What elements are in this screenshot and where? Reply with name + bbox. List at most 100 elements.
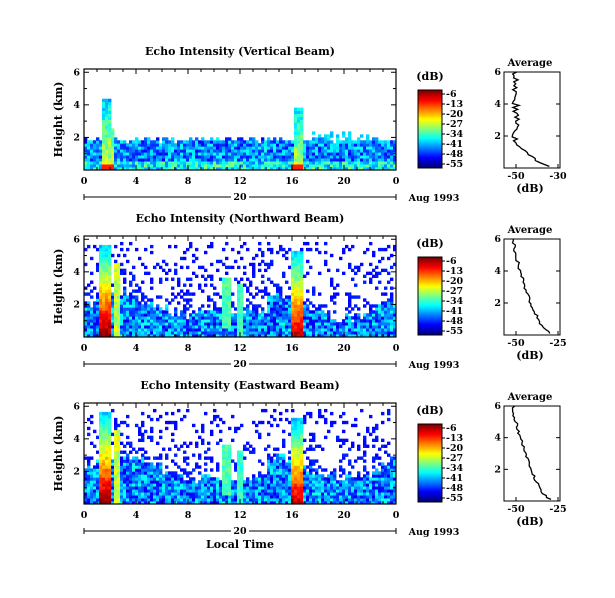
heatmap-cell	[258, 498, 262, 502]
heatmap-cell	[102, 450, 106, 454]
heatmap-cell	[360, 480, 364, 484]
heatmap-cell	[330, 253, 334, 258]
heatmap-cell	[144, 322, 148, 326]
heatmap-cell	[333, 501, 337, 505]
heatmap-cell	[87, 486, 91, 490]
heatmap-cell	[312, 435, 316, 440]
heatmap-cell	[129, 161, 133, 165]
heatmap-cell	[270, 164, 274, 168]
heatmap-cell	[243, 307, 247, 311]
heatmap-cell	[327, 316, 331, 320]
heatmap-cell	[138, 322, 142, 326]
heatmap-cell	[129, 450, 133, 454]
heatmap-cell	[225, 146, 229, 150]
heatmap-cell	[135, 149, 139, 153]
heatmap-cell	[354, 501, 358, 505]
heatmap-cell	[120, 247, 124, 252]
heatmap-cell	[258, 420, 262, 425]
heatmap-cell	[114, 304, 118, 308]
heatmap-cell	[390, 462, 394, 466]
heatmap-cell	[90, 310, 94, 314]
heatmap-cell	[294, 459, 298, 463]
heatmap-cell	[138, 474, 142, 478]
heatmap-cell	[153, 328, 157, 332]
heatmap-cell	[108, 331, 112, 335]
heatmap-cell	[324, 477, 328, 481]
heatmap-cell	[288, 143, 292, 147]
heatmap-cell	[171, 322, 175, 326]
heatmap-cell	[123, 498, 127, 502]
heatmap-cell	[237, 331, 241, 335]
heatmap-cell	[180, 325, 184, 329]
heatmap-cell	[393, 247, 397, 252]
heatmap-cell	[387, 155, 391, 159]
heatmap-cell	[102, 295, 106, 299]
heatmap-cell	[357, 307, 361, 311]
heatmap-cell	[246, 447, 250, 451]
heatmap-cell	[105, 137, 109, 141]
heatmap-cell	[372, 146, 376, 150]
heatmap-cell	[102, 501, 106, 505]
heatmap-cell	[201, 310, 205, 314]
heatmap-cell	[144, 471, 148, 475]
heatmap-cell	[279, 477, 283, 481]
heatmap-cell	[246, 277, 250, 281]
heatmap-cell	[228, 462, 232, 466]
heatmap-cell	[318, 411, 322, 416]
heatmap-cell	[375, 331, 379, 335]
heatmap-cell	[330, 167, 334, 171]
heatmap-cell	[102, 164, 106, 168]
heatmap-cell	[183, 319, 187, 323]
heatmap-cell	[375, 307, 379, 311]
heatmap-cell	[348, 149, 352, 153]
heatmap-cell	[243, 483, 247, 487]
heatmap-cell	[96, 262, 100, 267]
heatmap-cell	[243, 322, 247, 326]
heatmap-cell	[135, 468, 139, 472]
heatmap-cells	[84, 241, 397, 338]
heatmap-cell	[150, 143, 154, 147]
colorbar-tick-label: -41	[446, 306, 463, 317]
heatmap-cell	[276, 301, 280, 305]
heatmap-cell	[159, 474, 163, 478]
heatmap-cell	[273, 483, 277, 487]
heatmap-cell	[198, 152, 202, 156]
heatmap-cell	[324, 486, 328, 490]
heatmap-cell	[99, 480, 103, 484]
heatmap-cell	[159, 334, 163, 338]
heatmap-cell	[348, 137, 352, 141]
heatmap-cell	[234, 331, 238, 335]
heatmap-cell	[267, 155, 271, 159]
heatmap-cell	[387, 167, 391, 171]
heatmap-cell	[114, 289, 118, 293]
heatmap-cell	[117, 283, 121, 287]
heatmap-cell	[252, 313, 256, 317]
heatmap-cell	[237, 152, 241, 156]
heatmap-cell	[162, 474, 166, 478]
heatmap-cell	[198, 149, 202, 153]
heatmap-cell	[390, 146, 394, 150]
heatmap-cell	[324, 304, 328, 308]
heatmap-cell	[174, 501, 178, 505]
heatmap-cell	[138, 155, 142, 159]
heatmap-cell	[303, 492, 307, 496]
heatmap-cell	[285, 319, 289, 323]
heatmap-cell	[312, 477, 316, 481]
heatmap-cell	[291, 423, 295, 428]
heatmap-cell	[294, 149, 298, 153]
heatmap-cell	[117, 298, 121, 302]
heatmap-cell	[261, 483, 265, 487]
heatmap-cell	[102, 289, 106, 293]
heatmap-cell	[231, 322, 235, 326]
heatmap-cell	[330, 277, 334, 281]
heatmap-cell	[246, 247, 250, 252]
heatmap-cell	[84, 334, 88, 338]
heatmap-cell	[150, 435, 154, 440]
heatmap-cell	[108, 456, 112, 460]
heatmap-cell	[279, 465, 283, 469]
heatmap-cell	[162, 158, 166, 162]
heatmap-cell	[243, 331, 247, 335]
heatmap-cell	[87, 319, 91, 323]
heatmap-cell	[129, 152, 133, 156]
y-axis-label: Height (km)	[52, 416, 65, 492]
